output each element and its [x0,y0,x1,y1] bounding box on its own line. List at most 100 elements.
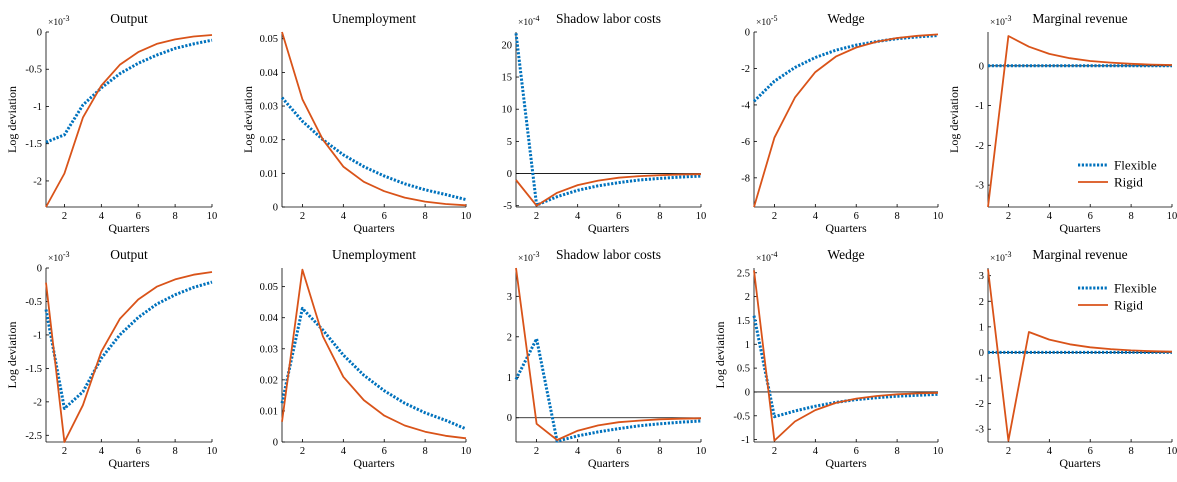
chart-7-y-tick-label: 3 [507,292,512,303]
chart-0-x-tick-label: 10 [207,211,218,222]
chart-1-y-axis-label: Log deviation [241,86,255,153]
chart-2-x-tick-label: 8 [657,211,662,222]
chart-8-y-tick-label: -0.5 [733,411,750,422]
chart-1-y-tick-label: 0.02 [260,135,278,146]
chart-8-y-tick-label: 2 [745,292,750,303]
chart-0-title: Output [110,11,148,26]
chart-6-x-axis-label: Quarters [353,456,395,470]
panel-1-4: 2 4 6 8 10 -8 -6 -4 -2 0 ×10-5 Wedge Quarters [741,11,943,235]
chart-0-rigid-series-line [45,34,213,208]
chart-3-rigid-series-line [753,33,939,208]
chart-2-axis-exponent: ×10-4 [518,14,540,28]
chart-8-y-axis-label: Log deviation [713,322,727,389]
chart-7-x-tick-label: 8 [657,446,662,457]
chart-0-x-tick-label: 8 [172,211,177,222]
chart-4-legend: Flexible Rigid [1078,158,1157,190]
chart-9-legend-flexible-label: Flexible [1114,281,1157,296]
chart-0-y-tick-label: -1.5 [25,139,42,150]
chart-4-x-tick-label: 10 [1167,211,1177,222]
chart-8-rigid-series-line [753,270,939,442]
chart-5-x-axis-label: Quarters [108,456,150,470]
chart-7-y-tick-label: 2 [507,332,512,343]
chart-2-flexible-series-line [514,33,702,207]
chart-9-axis-exponent: ×10-3 [990,250,1012,264]
chart-4-legend-flexible-label: Flexible [1114,158,1157,173]
chart-9-y-tick-label: -3 [975,425,984,436]
chart-6-y-tick-label: 0.02 [260,375,278,386]
chart-2-y-tick-label: 5 [507,137,512,148]
panel-1-3: 2 4 6 8 10 -5 0 5 10 15 20 ×10-4 Shadow labor costs Q… [502,11,707,235]
chart-9-x-tick-label: 4 [1047,446,1053,457]
chart-4-axis-exponent: ×10-3 [990,14,1012,28]
chart-3-y-tick-label: -6 [741,137,750,148]
chart-6-y-tick-label: 0.04 [260,313,279,324]
chart-5-x-tick-label: 6 [136,446,141,457]
chart-5-y-axis-label: Log deviation [5,322,19,389]
chart-8-x-tick-label: 4 [813,446,819,457]
chart-0-axis-exponent: ×10-3 [48,14,70,28]
chart-4-x-tick-label: 4 [1047,211,1053,222]
chart-4-x-tick-label: 6 [1088,211,1093,222]
chart-9-x-tick-label: 8 [1128,446,1133,457]
chart-8-y-tick-label: 1 [745,340,750,351]
panel-2-1: 2 4 6 8 10 -2.5 -2 -1.5 -1 -0.5 0 ×10-3 Output Quarte… [5,247,217,470]
chart-9-y-tick-label: 0 [979,348,984,359]
chart-7-rigid-series-line [515,267,702,441]
panel-1-1: 2 4 6 8 10 -2 -1.5 -1 -0.5 0 ×10-3 Output Quarters Lo… [5,11,217,235]
chart-7-x-tick-label: 4 [575,446,581,457]
chart-2-x-tick-label: 10 [696,211,707,222]
chart-6-x-tick-label: 8 [422,446,427,457]
panel-2-4: 2 4 6 8 10 -1 -0.5 0 0.5 1 1.5 2 2.5 ×10-4 Wedge Quarte… [713,247,943,470]
chart-3-y-tick-label: -4 [741,100,750,111]
chart-5-flexible-series-line [44,280,213,410]
chart-2-y-tick-label: 15 [502,73,513,84]
chart-4-y-tick-label: -1 [975,101,984,112]
chart-3-y-tick-label: -2 [741,64,750,75]
chart-1-x-tick-label: 4 [341,211,347,222]
chart-4-y-tick-label: -2 [975,141,984,152]
chart-9-y-tick-label: -1 [975,374,984,385]
chart-4-y-axis-label: Log deviation [947,86,961,153]
chart-9-y-tick-label: 2 [979,297,984,308]
chart-5-y-tick-label: -2.5 [25,431,42,442]
chart-0-x-axis-label: Quarters [108,221,150,235]
chart-1-x-tick-label: 2 [300,211,305,222]
chart-2-x-tick-label: 2 [534,211,539,222]
chart-5-axis-exponent: ×10-3 [48,250,70,264]
chart-1-rigid-series-line [281,31,467,207]
chart-0-x-tick-label: 6 [136,211,141,222]
chart-4-x-tick-label: 8 [1128,211,1133,222]
chart-5-x-tick-label: 10 [207,446,218,457]
chart-6-y-tick-label: 0.05 [260,282,278,293]
chart-7-y-tick-label: 0 [507,413,512,424]
chart-9-y-tick-label: 1 [979,322,984,333]
chart-5-x-tick-label: 2 [62,446,67,457]
chart-3-x-tick-label: 10 [933,211,944,222]
chart-0-y-tick-label: 0 [37,28,42,39]
chart-8-x-tick-label: 8 [894,446,899,457]
chart-4-title: Marginal revenue [1032,11,1127,26]
chart-5-rigid-series-line [45,271,213,443]
chart-8-y-tick-label: 0.5 [737,364,750,375]
chart-1-x-tick-label: 6 [382,211,387,222]
chart-6-x-tick-label: 10 [461,446,472,457]
chart-8-x-tick-label: 10 [933,446,944,457]
chart-0-x-tick-label: 4 [99,211,105,222]
chart-6-flexible-series-line [280,306,467,431]
chart-3-y-tick-label: 0 [745,28,750,39]
chart-1-flexible-series-line [280,96,467,202]
chart-4-x-axis-label: Quarters [1059,221,1101,235]
chart-5-x-tick-label: 4 [99,446,105,457]
chart-4-legend-rigid-label: Rigid [1114,175,1143,190]
chart-3-title: Wedge [827,11,864,26]
chart-1-y-tick-label: 0.01 [260,169,278,180]
chart-3-x-tick-label: 4 [813,211,819,222]
chart-6-y-tick-label: 0 [273,438,278,449]
panel-1-5: 2 4 6 8 10 -3 -2 -1 0 ×10-3 Marginal revenue Quarte… [947,11,1177,235]
chart-8-y-tick-label: 2.5 [737,268,750,279]
chart-4-x-tick-label: 2 [1006,211,1011,222]
chart-3-axis-exponent: ×10-5 [756,14,778,28]
chart-2-title: Shadow labor costs [556,11,661,26]
